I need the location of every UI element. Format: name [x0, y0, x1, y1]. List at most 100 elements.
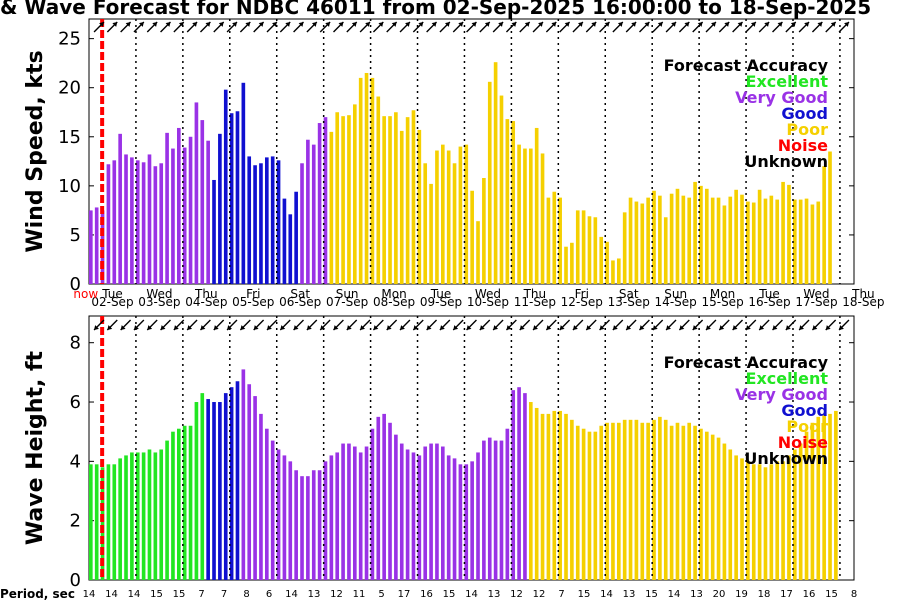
date-label: 13-Sep [608, 295, 650, 309]
bar [352, 104, 357, 284]
bar [130, 452, 134, 580]
bar [652, 419, 656, 580]
legend-title: Forecast Accuracy [664, 353, 829, 372]
bar [728, 449, 733, 580]
bar [176, 428, 181, 580]
bar [440, 446, 445, 580]
period-tick: 8 [851, 589, 857, 600]
bar [605, 241, 609, 284]
day-label: Wed [475, 287, 501, 301]
panel-wind: 0 5 10 15 20 25 Wind Speed, kts Forecast Accura… [23, 18, 855, 295]
date-label: 17-Sep [795, 295, 837, 309]
direction-arrow-head [471, 22, 477, 27]
legend-item: Good [781, 104, 828, 123]
period-tick: 15 [443, 589, 456, 600]
bar [575, 425, 580, 580]
day-label: Tue [101, 287, 123, 301]
y-tick-label: 15 [58, 127, 81, 148]
direction-arrow-head [639, 325, 645, 330]
legend-item: Poor [786, 417, 828, 436]
direction-arrow-head [99, 22, 104, 27]
bar [229, 387, 234, 580]
direction-arrow-head [671, 22, 677, 27]
direction-arrow-head [631, 22, 637, 27]
bar [546, 197, 551, 284]
direction-arrow-head [577, 22, 583, 27]
bar [517, 144, 521, 284]
bar [517, 387, 521, 580]
direction-arrow-head [732, 325, 738, 330]
day-label: Sat [290, 287, 310, 301]
bar [587, 216, 592, 284]
legend-item: Excellent [746, 369, 829, 388]
bar [382, 116, 386, 285]
bar [165, 132, 169, 284]
bar [347, 443, 351, 580]
direction-arrow-head [112, 22, 118, 27]
bar [605, 422, 609, 580]
bar [446, 150, 451, 284]
y-tick-label: 10 [58, 176, 81, 197]
bar [223, 89, 228, 285]
bar [200, 393, 205, 580]
direction-arrow-head [772, 325, 778, 330]
bar [523, 393, 527, 580]
bar [358, 452, 363, 580]
bar [640, 203, 645, 284]
period-tick: 15 [645, 589, 658, 600]
bar [323, 117, 328, 284]
day-label: Fri [575, 287, 589, 301]
bar [306, 476, 310, 580]
bar [452, 163, 457, 284]
date-label: 08-Sep [373, 295, 415, 309]
direction-arrow-head [817, 22, 823, 27]
date-label: 14-Sep [655, 295, 697, 309]
bar [159, 449, 164, 580]
day-label: Fri [246, 287, 260, 301]
direction-arrow-head [138, 22, 144, 27]
bar [352, 446, 357, 580]
bar [570, 242, 574, 284]
direction-arrow-head [213, 325, 219, 330]
direction-arrow-head [498, 22, 504, 27]
y-tick-label: 8 [70, 333, 81, 354]
legend-item: Good [781, 401, 828, 420]
direction-arrow-head [373, 325, 379, 330]
bar [182, 425, 187, 580]
direction-arrow-head [839, 325, 844, 330]
bar [681, 425, 686, 580]
date-label: 10-Sep [467, 295, 509, 309]
bar [716, 197, 721, 284]
bar [746, 201, 750, 284]
bar [658, 195, 662, 284]
period-tick: 12 [533, 589, 546, 600]
direction-arrow-head [750, 22, 756, 27]
y-axis-label: Wind Speed, kts [23, 50, 48, 252]
bar [816, 201, 821, 284]
direction-arrow-head [706, 325, 711, 330]
bar [112, 160, 117, 284]
bar [593, 431, 598, 580]
bar [429, 183, 433, 284]
direction-arrow-head [711, 22, 716, 27]
period-tick: 7 [198, 589, 204, 600]
bar [135, 452, 140, 580]
direction-arrow-head [484, 22, 490, 27]
direction-arrow-head [612, 325, 618, 330]
direction-arrow-head [599, 325, 605, 330]
bar [370, 428, 375, 580]
y-tick-label: 4 [70, 451, 81, 472]
y-axis-label: Wave Height, ft [23, 350, 48, 545]
direction-arrow-head [804, 22, 810, 27]
direction-arrow-head [333, 325, 339, 330]
bar [341, 443, 345, 580]
direction-arrow-head [692, 325, 698, 330]
bar [558, 197, 562, 284]
y-tick-label: 20 [58, 78, 81, 99]
bar [423, 163, 428, 284]
bar [388, 116, 392, 285]
y-tick-label: 0 [70, 570, 81, 591]
period-tick: 7 [221, 589, 227, 600]
bar [710, 434, 715, 580]
